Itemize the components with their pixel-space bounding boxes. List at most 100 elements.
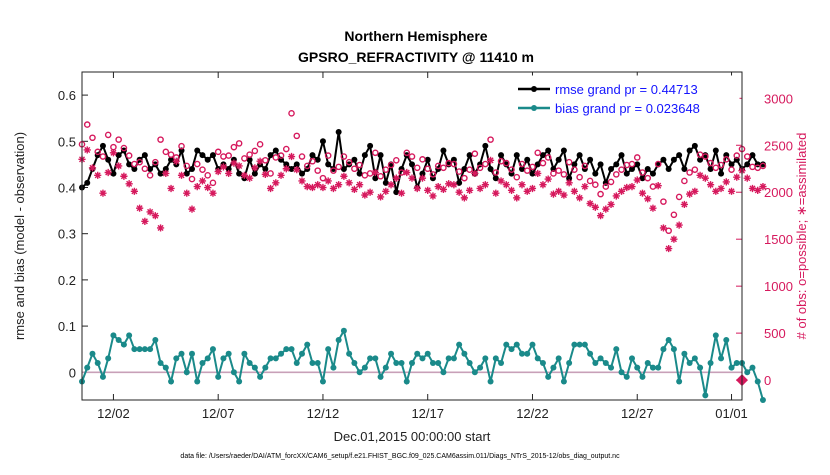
data-point bbox=[115, 152, 122, 159]
data-point bbox=[314, 156, 321, 163]
obs-assimilated-point bbox=[94, 171, 102, 179]
obs-assimilated-point bbox=[162, 169, 170, 178]
data-point bbox=[581, 341, 588, 348]
obs-assimilated-point bbox=[314, 181, 322, 189]
data-point bbox=[141, 152, 148, 159]
data-point bbox=[230, 369, 237, 376]
obs-possible-point bbox=[450, 160, 458, 168]
data-point bbox=[466, 152, 473, 159]
obs-assimilated-point bbox=[272, 179, 280, 187]
data-point bbox=[450, 355, 457, 362]
data-point bbox=[236, 378, 243, 385]
obs-possible-point bbox=[419, 156, 426, 163]
obs-possible-point bbox=[351, 165, 358, 173]
obs-possible-point bbox=[319, 174, 327, 182]
data-point bbox=[498, 360, 505, 367]
data-point bbox=[340, 327, 347, 334]
obs-assimilated-point bbox=[596, 212, 605, 220]
data-point bbox=[560, 378, 567, 385]
data-point bbox=[189, 350, 195, 357]
obs-possible-point bbox=[235, 140, 243, 147]
legend-bias-marker bbox=[531, 105, 537, 111]
obs-possible-point bbox=[262, 156, 269, 164]
data-point bbox=[126, 161, 133, 168]
y2-tick-label: 2000 bbox=[764, 185, 793, 200]
obs-assimilated-point bbox=[298, 177, 306, 185]
data-point bbox=[225, 350, 232, 357]
obs-assimilated-point bbox=[198, 177, 207, 185]
obs-possible-point bbox=[193, 160, 201, 168]
obs-possible-point bbox=[293, 132, 301, 140]
data-point bbox=[712, 332, 719, 339]
data-point bbox=[262, 166, 269, 173]
chart-title: Northern Hemisphere bbox=[344, 28, 487, 44]
data-point bbox=[602, 360, 609, 367]
data-point bbox=[236, 170, 243, 177]
obs-possible-point bbox=[256, 141, 264, 148]
data-point bbox=[471, 369, 478, 376]
y-axis-label: rmse and bias (model - observation) bbox=[12, 132, 27, 340]
data-point bbox=[492, 175, 499, 182]
data-point bbox=[110, 170, 117, 177]
data-point bbox=[723, 336, 730, 343]
data-point bbox=[94, 360, 101, 367]
data-point bbox=[141, 346, 148, 353]
obs-assimilated-point bbox=[644, 195, 652, 203]
data-point bbox=[681, 166, 688, 173]
data-point bbox=[309, 360, 316, 367]
data-point bbox=[513, 341, 520, 348]
data-point bbox=[136, 346, 143, 353]
data-point bbox=[419, 355, 426, 362]
data-point bbox=[503, 341, 510, 348]
data-point bbox=[110, 332, 117, 339]
obs-assimilated-point bbox=[429, 192, 437, 200]
obs-possible-point bbox=[282, 145, 290, 153]
obs-possible-point bbox=[120, 144, 128, 152]
y-tick-label: 0.4 bbox=[58, 180, 76, 195]
data-point bbox=[246, 156, 253, 163]
obs-assimilated-point bbox=[576, 194, 584, 202]
y-tick-label: 0.6 bbox=[58, 88, 76, 103]
obs-possible-point bbox=[702, 153, 709, 160]
data-point bbox=[728, 364, 735, 371]
obs-possible-point bbox=[267, 170, 274, 177]
data-point bbox=[482, 142, 489, 149]
data-point bbox=[419, 170, 426, 177]
obs-assimilated-point bbox=[476, 184, 484, 193]
data-point bbox=[555, 156, 562, 163]
obs-possible-point bbox=[759, 162, 767, 170]
obs-possible-point bbox=[487, 136, 494, 143]
obs-assimilated-point bbox=[549, 190, 558, 198]
obs-assimilated-point bbox=[712, 187, 720, 195]
y-tick-label: 0.5 bbox=[58, 134, 76, 149]
series-layer bbox=[78, 110, 767, 403]
obs-possible-point bbox=[707, 159, 714, 167]
data-point bbox=[367, 142, 374, 149]
obs-possible-point bbox=[571, 166, 578, 173]
obs-assimilated-point bbox=[507, 186, 516, 194]
data-point bbox=[115, 336, 122, 343]
obs-assimilated-point bbox=[659, 224, 668, 232]
obs-assimilated-point bbox=[607, 200, 615, 209]
data-point bbox=[655, 364, 662, 371]
obs-assimilated-point bbox=[356, 181, 364, 189]
data-point bbox=[686, 360, 693, 367]
data-point bbox=[257, 373, 264, 380]
obs-possible-point bbox=[335, 163, 342, 171]
obs-assimilated-point bbox=[235, 162, 243, 170]
y-tick-label: 0 bbox=[69, 365, 76, 380]
data-point bbox=[361, 364, 368, 371]
obs-assimilated-point bbox=[581, 182, 589, 191]
x-axis-label: Dec.01,2015 00:00:00 start bbox=[334, 429, 491, 444]
data-point bbox=[482, 355, 489, 362]
obs-possible-point bbox=[94, 148, 102, 156]
data-point bbox=[351, 156, 358, 163]
obs-assimilated-point bbox=[534, 169, 542, 178]
obs-assimilated-point bbox=[439, 185, 448, 194]
data-point bbox=[283, 346, 290, 353]
data-point bbox=[372, 175, 379, 182]
x-tick-label: 12/22 bbox=[516, 406, 549, 421]
obs-possible-point bbox=[728, 166, 735, 173]
obs-possible-point bbox=[681, 177, 688, 185]
